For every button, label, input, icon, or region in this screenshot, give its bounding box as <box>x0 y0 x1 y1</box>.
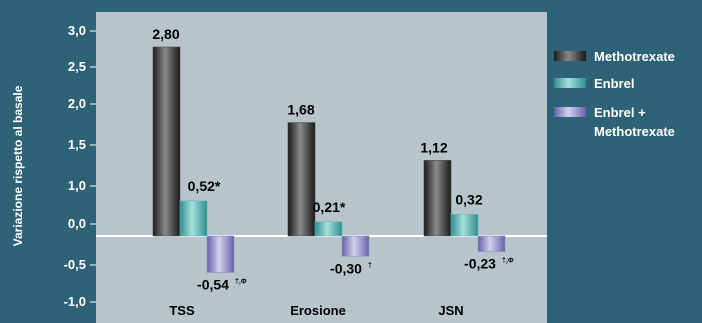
data-label: 0,52* <box>188 178 221 194</box>
data-label: 1,12 <box>420 139 447 155</box>
y-tick-label: -1,0 <box>64 294 86 309</box>
bar-enbrel-erosione <box>314 221 343 237</box>
bar-enbrel-jsn <box>450 214 479 237</box>
data-label-marker: †,Φ <box>235 278 247 285</box>
bar-methotrexate-tss <box>152 46 181 237</box>
data-label: -0,30 <box>330 260 362 276</box>
data-label: 2,80 <box>152 26 179 42</box>
x-tick-label: TSS <box>169 303 195 318</box>
legend-label: Enbrel + <box>594 105 646 120</box>
data-label: 0,21* <box>313 199 346 215</box>
data-label: 1,68 <box>287 102 314 118</box>
data-label: -0,54 <box>197 276 229 292</box>
bar-enbrel-tss <box>179 200 208 237</box>
bar-enbrel-methotrexate-jsn <box>477 235 506 252</box>
y-tick-label: 2,0 <box>68 96 86 111</box>
y-tick-label: 2,5 <box>68 59 86 74</box>
data-label: -0,23 <box>464 256 496 272</box>
bar-methotrexate-jsn <box>423 160 452 237</box>
y-tick-label: -0,5 <box>64 257 86 272</box>
legend-label: Methotrexate <box>594 124 675 139</box>
y-axis-title: Variazione rispetto al basale <box>11 85 25 246</box>
x-tick-label: Erosione <box>290 303 346 318</box>
legend-label: Enbrel <box>594 76 634 91</box>
data-label-marker: †,Φ <box>502 258 514 265</box>
legend-label: Methotrexate <box>594 49 675 64</box>
y-tick-label: 1,5 <box>68 137 86 152</box>
data-label: 0,32 <box>455 191 482 207</box>
bar-methotrexate-erosione <box>287 122 316 237</box>
legend-swatch <box>554 107 586 117</box>
legend-swatch <box>554 51 586 61</box>
x-tick-label: JSN <box>438 303 463 318</box>
bar-enbrel-methotrexate-erosione <box>341 235 370 257</box>
legend-swatch <box>554 78 586 88</box>
data-label-marker: † <box>368 262 372 269</box>
y-tick-label: 0,0 <box>68 216 86 231</box>
y-tick-label: 1,0 <box>68 178 86 193</box>
y-tick-label: 3,0 <box>68 23 86 38</box>
bar-enbrel-methotrexate-tss <box>206 235 235 273</box>
